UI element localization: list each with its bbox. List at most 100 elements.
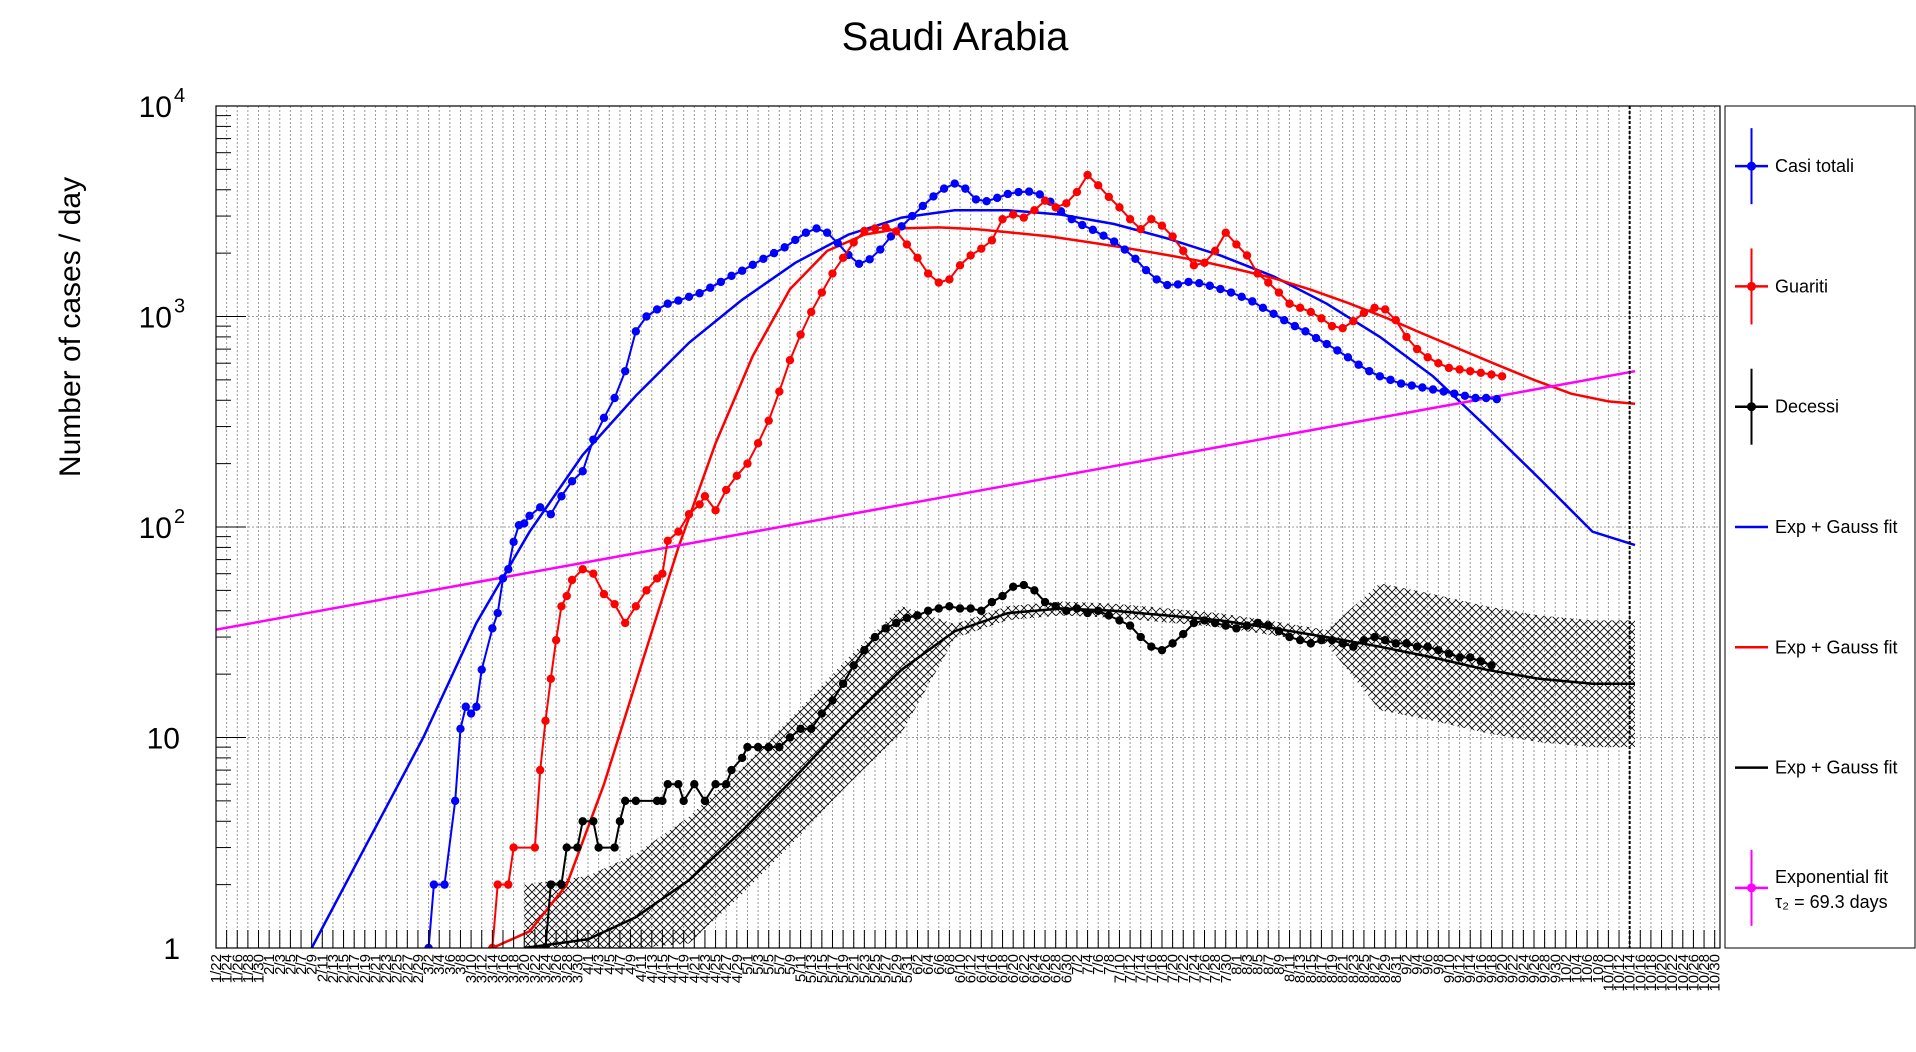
- data-point: [589, 817, 598, 826]
- x-tick-label: 2/19: [357, 954, 374, 983]
- x-tick-label: 8/7: [1260, 954, 1277, 975]
- data-point: [1242, 621, 1252, 630]
- data-point: [684, 292, 694, 302]
- x-tick-label: 8/11: [1282, 954, 1299, 982]
- x-tick-label: 1/22: [208, 954, 225, 983]
- data-point: [663, 779, 672, 789]
- y-tick-label: 10: [139, 512, 172, 545]
- data-point: [1051, 203, 1060, 212]
- data-point: [1306, 639, 1315, 648]
- data-point: [589, 569, 598, 578]
- x-tick-label: 2/23: [378, 954, 395, 983]
- y-tick-exponent: 2: [174, 506, 185, 528]
- data-point: [897, 222, 906, 231]
- data-point: [1434, 645, 1443, 655]
- data-point: [690, 779, 699, 789]
- data-point: [849, 238, 858, 247]
- x-tick-label: 8/1: [1228, 954, 1245, 975]
- x-tick-label: 8/17: [1313, 954, 1330, 983]
- data-point: [1402, 639, 1411, 648]
- data-point: [1221, 621, 1230, 630]
- y-tick-label: 10: [139, 302, 172, 335]
- data-point: [828, 269, 837, 278]
- data-point: [753, 439, 763, 448]
- data-point: [631, 796, 641, 806]
- data-point: [838, 679, 848, 688]
- data-point: [695, 500, 704, 509]
- data-point: [1380, 635, 1390, 645]
- x-tick-label: 5/5: [761, 954, 778, 975]
- data-point: [1301, 327, 1310, 336]
- x-tick-label: 9/10: [1441, 954, 1458, 983]
- data-point: [1216, 284, 1225, 294]
- x-tick-label: 6/28: [1048, 954, 1065, 983]
- data-point: [684, 510, 694, 519]
- y-tick-label: 10: [147, 723, 180, 756]
- data-point: [1094, 606, 1103, 615]
- x-tick-label: 3/16: [495, 954, 512, 983]
- x-tick-label: 6/12: [963, 954, 980, 983]
- x-tick-label: 4/29: [729, 954, 746, 983]
- data-point: [1428, 385, 1438, 394]
- data-point: [1173, 280, 1183, 289]
- data-point: [753, 742, 763, 752]
- x-tick-label: 4/7: [612, 954, 629, 975]
- x-tick-label: 7/8: [1101, 954, 1118, 975]
- data-point: [902, 613, 912, 623]
- data-point: [1391, 639, 1401, 648]
- x-tick-label: 5/17: [824, 954, 841, 983]
- data-point: [1008, 582, 1018, 591]
- data-point: [1492, 394, 1501, 404]
- data-point: [1370, 303, 1379, 312]
- data-point: [642, 312, 651, 321]
- x-tick-label: 5/21: [846, 954, 863, 983]
- data-point: [727, 271, 736, 281]
- data-point: [907, 211, 917, 221]
- data-point: [1210, 246, 1220, 256]
- data-point: [1497, 372, 1507, 381]
- data-point: [1147, 214, 1156, 224]
- data-point: [1115, 203, 1124, 212]
- x-tick-label: 6/22: [1016, 954, 1033, 983]
- data-point: [546, 510, 556, 519]
- x-tick-label: 7/20: [1165, 954, 1182, 983]
- data-point: [557, 492, 566, 501]
- data-point: [472, 702, 481, 711]
- data-point: [870, 224, 880, 233]
- data-point: [796, 330, 805, 339]
- x-tick-label: 2/17: [346, 954, 363, 983]
- data-point: [1157, 221, 1167, 230]
- data-point: [769, 248, 779, 258]
- data-point: [727, 765, 736, 775]
- data-series: [424, 170, 1507, 948]
- data-point: [1120, 245, 1129, 254]
- data-point: [1407, 381, 1416, 390]
- y-tick-label: 1: [163, 933, 180, 966]
- data-point: [987, 597, 997, 607]
- legend-marker: [1747, 161, 1756, 171]
- data-point: [1067, 214, 1076, 224]
- x-tick-label: 6/2: [910, 954, 927, 975]
- x-tick-label: 3/12: [474, 954, 491, 983]
- data-point: [1295, 635, 1305, 645]
- data-point: [567, 477, 577, 486]
- x-tick-label: 10/2: [1558, 954, 1575, 983]
- data-point: [509, 843, 518, 852]
- data-point: [1375, 372, 1385, 381]
- x-tick-label: 2/29: [410, 954, 427, 983]
- data-point: [578, 467, 587, 476]
- data-point: [1349, 642, 1358, 651]
- x-tick-label: 2/25: [389, 954, 406, 983]
- data-point: [642, 586, 651, 595]
- data-point: [674, 527, 683, 536]
- x-tick-label: 3/28: [559, 954, 576, 983]
- x-tick-label: 4/25: [708, 954, 725, 983]
- data-point: [1242, 251, 1252, 260]
- data-point: [1327, 635, 1337, 645]
- data-point: [865, 255, 874, 264]
- data-point: [1104, 192, 1114, 202]
- x-tick-label: 7/10: [1111, 954, 1128, 983]
- data-point: [1359, 308, 1369, 318]
- legend-label: Decessi: [1775, 397, 1839, 417]
- data-point: [759, 254, 768, 263]
